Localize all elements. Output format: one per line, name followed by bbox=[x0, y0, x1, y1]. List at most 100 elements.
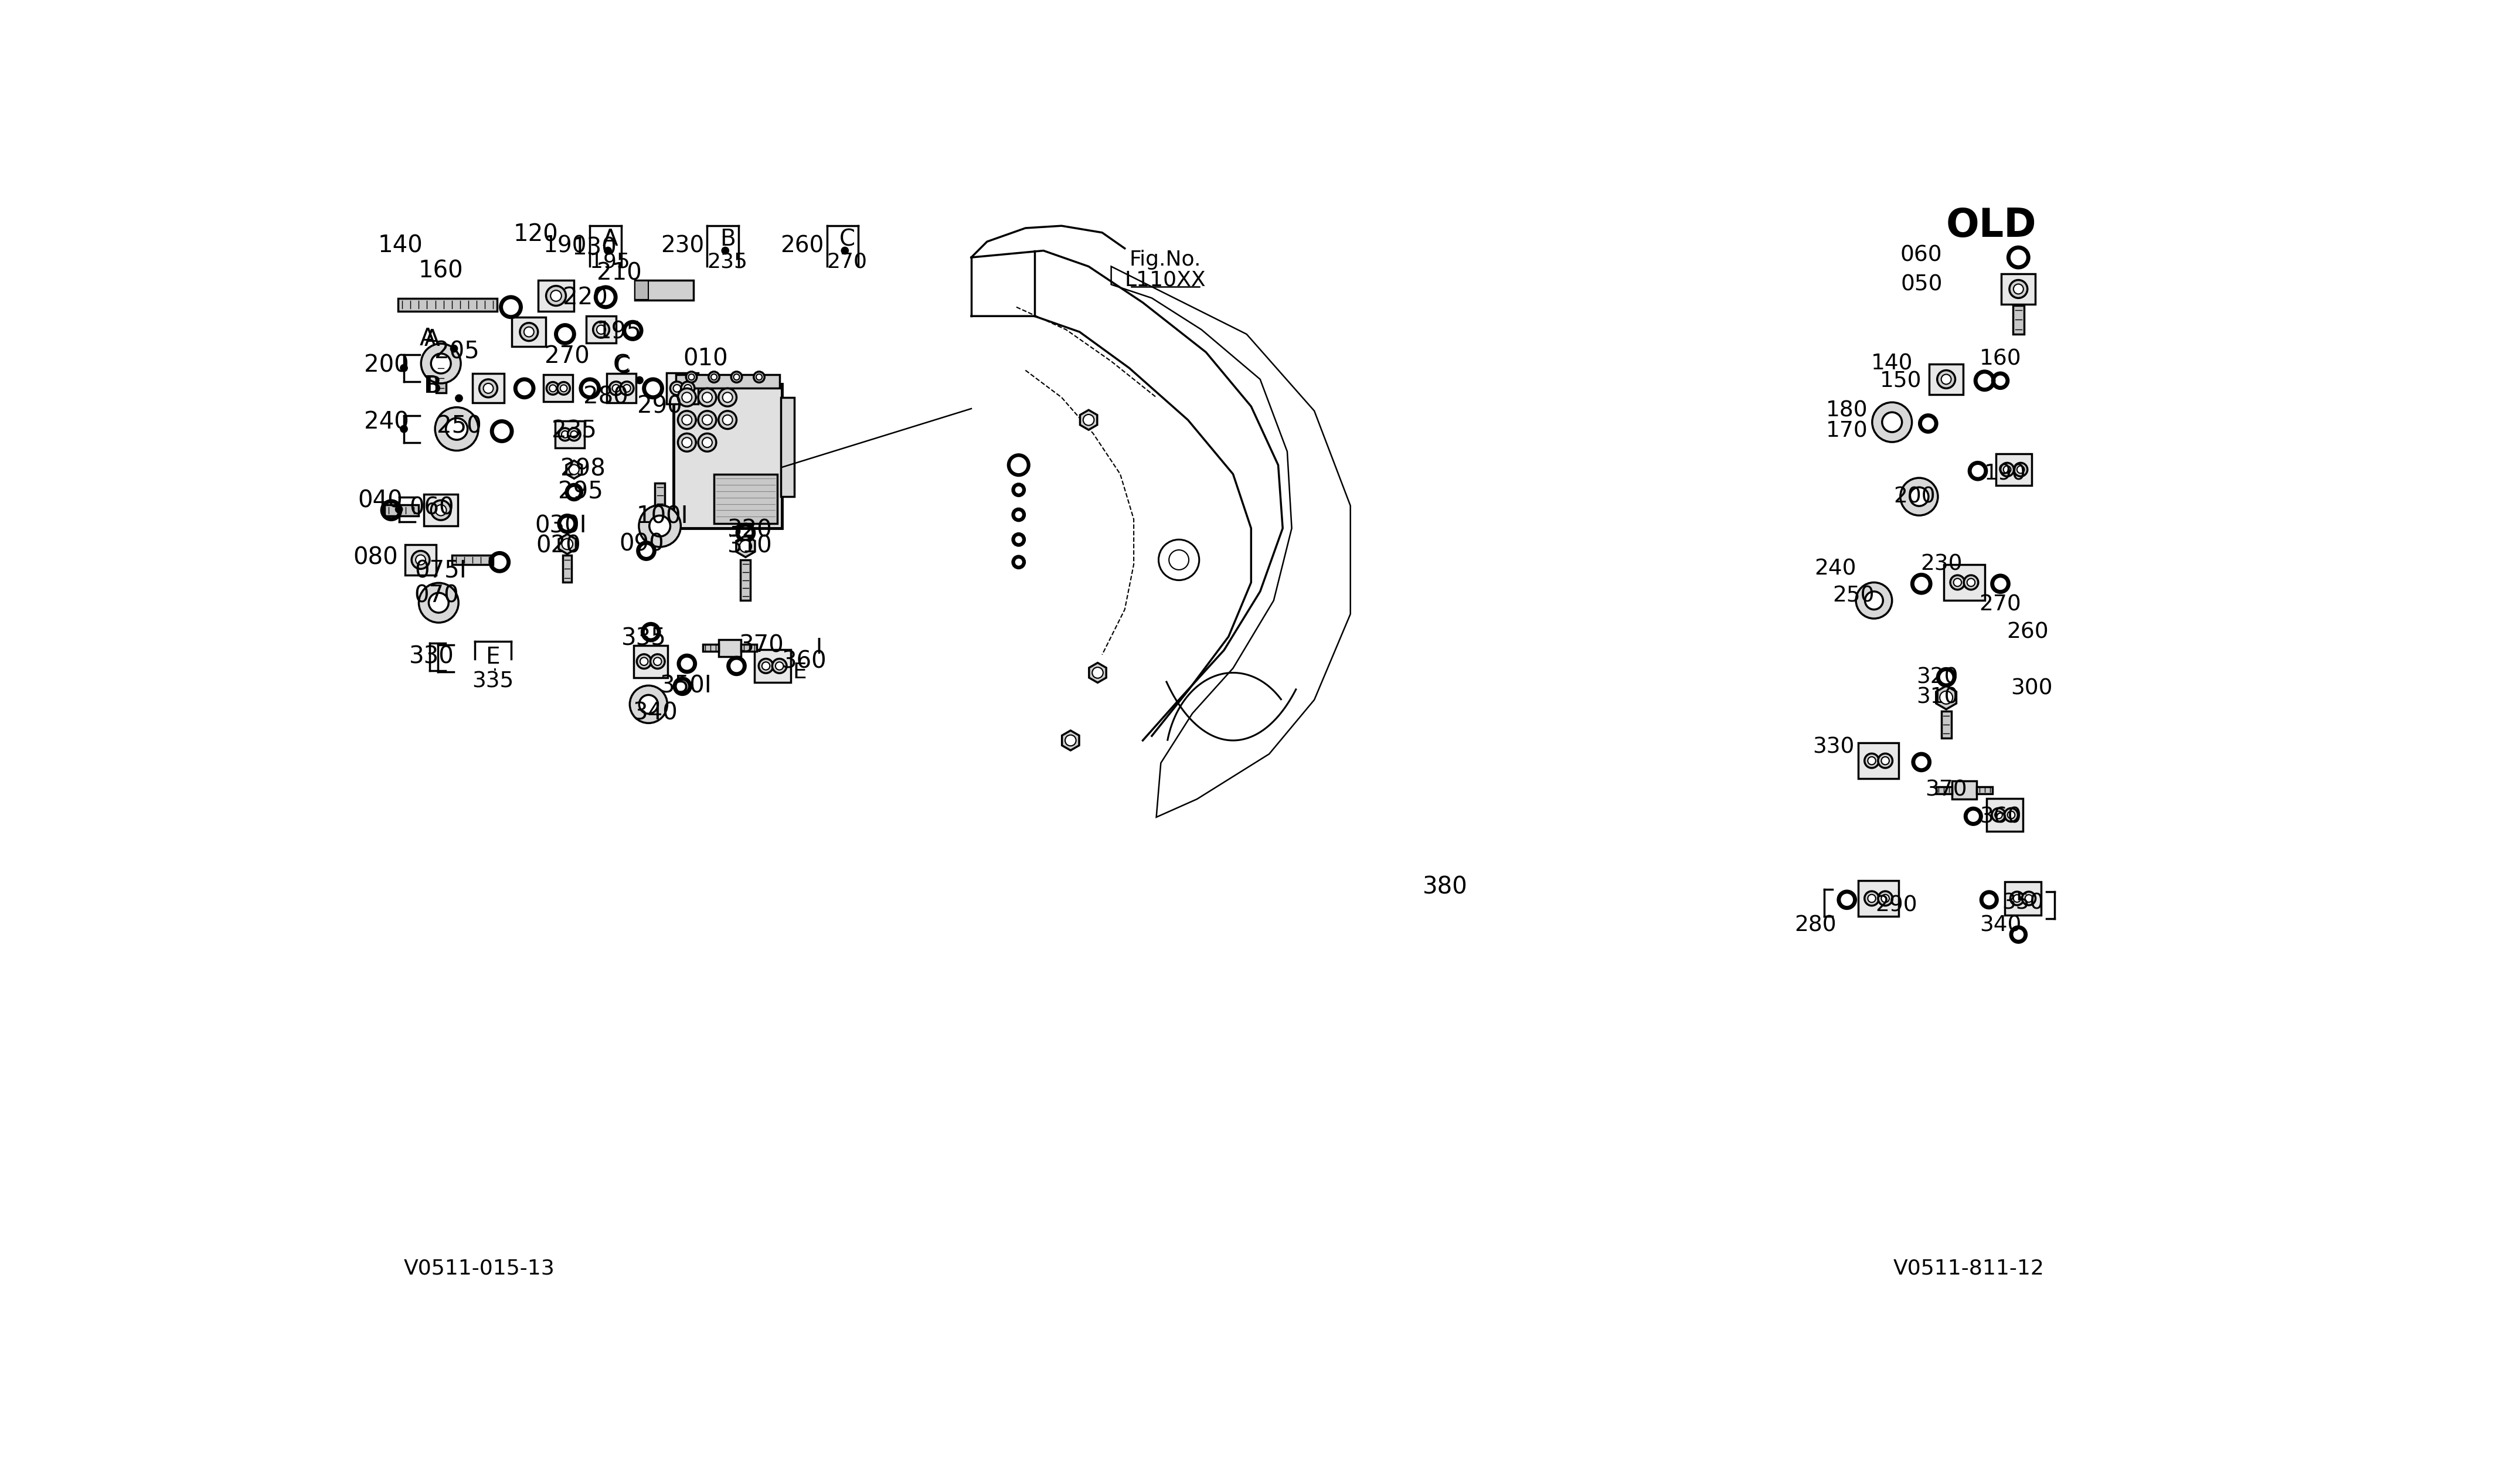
Polygon shape bbox=[1976, 787, 1993, 794]
Text: 190: 190 bbox=[544, 235, 587, 257]
Text: 100I: 100I bbox=[635, 505, 688, 528]
Polygon shape bbox=[741, 644, 756, 652]
Bar bbox=[607, 374, 635, 404]
Text: 180: 180 bbox=[1827, 401, 1867, 421]
Circle shape bbox=[411, 550, 428, 570]
Circle shape bbox=[1882, 757, 1890, 765]
Polygon shape bbox=[398, 298, 496, 311]
Circle shape bbox=[753, 371, 764, 383]
Polygon shape bbox=[655, 483, 665, 508]
Bar bbox=[668, 373, 698, 404]
Bar bbox=[406, 545, 436, 575]
Bar bbox=[635, 280, 693, 301]
Text: B: B bbox=[721, 228, 736, 251]
Circle shape bbox=[1865, 753, 1880, 768]
Circle shape bbox=[416, 555, 426, 565]
Circle shape bbox=[688, 374, 696, 380]
Circle shape bbox=[721, 247, 728, 254]
Text: 270: 270 bbox=[827, 252, 867, 272]
Bar bbox=[544, 374, 572, 402]
Circle shape bbox=[547, 382, 559, 395]
Bar bbox=[635, 646, 668, 678]
Text: L110XX: L110XX bbox=[1124, 270, 1207, 291]
Circle shape bbox=[1877, 891, 1893, 906]
Circle shape bbox=[711, 374, 718, 380]
Circle shape bbox=[524, 327, 534, 336]
Bar bbox=[673, 383, 781, 528]
Circle shape bbox=[610, 382, 622, 395]
Circle shape bbox=[756, 374, 761, 380]
Circle shape bbox=[1991, 809, 2006, 822]
Text: 350I: 350I bbox=[660, 674, 713, 697]
Bar bbox=[718, 640, 741, 656]
Circle shape bbox=[451, 345, 459, 352]
Circle shape bbox=[557, 382, 570, 395]
Circle shape bbox=[1963, 575, 1978, 590]
Circle shape bbox=[2013, 894, 2021, 903]
Circle shape bbox=[703, 392, 713, 402]
Text: A: A bbox=[418, 327, 436, 351]
Circle shape bbox=[1900, 479, 1938, 515]
Circle shape bbox=[622, 385, 630, 392]
Text: 330: 330 bbox=[408, 646, 454, 668]
Circle shape bbox=[567, 429, 580, 440]
Circle shape bbox=[640, 694, 658, 713]
Circle shape bbox=[1872, 402, 1913, 442]
Bar bbox=[2006, 881, 2041, 916]
Polygon shape bbox=[436, 364, 446, 393]
Bar bbox=[2001, 273, 2036, 304]
Circle shape bbox=[1938, 370, 1956, 389]
Text: 060: 060 bbox=[1900, 245, 1943, 266]
Circle shape bbox=[1910, 487, 1928, 506]
Circle shape bbox=[1950, 575, 1966, 590]
Circle shape bbox=[396, 505, 403, 512]
Circle shape bbox=[562, 432, 570, 437]
Circle shape bbox=[562, 539, 572, 549]
Text: 075I: 075I bbox=[416, 559, 466, 583]
Text: 300: 300 bbox=[2011, 678, 2054, 699]
Text: 270: 270 bbox=[544, 345, 590, 368]
Bar bbox=[753, 650, 791, 683]
Text: 200: 200 bbox=[1893, 486, 1935, 508]
Text: 235: 235 bbox=[552, 420, 597, 443]
Circle shape bbox=[597, 326, 605, 335]
Circle shape bbox=[2016, 465, 2024, 473]
Circle shape bbox=[2003, 465, 2011, 473]
Text: 170: 170 bbox=[1827, 421, 1867, 442]
Circle shape bbox=[1877, 753, 1893, 768]
Text: C: C bbox=[615, 355, 630, 377]
Polygon shape bbox=[1940, 711, 1950, 738]
Circle shape bbox=[680, 382, 696, 395]
Circle shape bbox=[741, 540, 751, 552]
Text: 330: 330 bbox=[1812, 737, 1855, 757]
Circle shape bbox=[670, 382, 683, 395]
Circle shape bbox=[2003, 809, 2019, 822]
Text: 160: 160 bbox=[418, 260, 464, 283]
Text: 310: 310 bbox=[1915, 687, 1958, 708]
Circle shape bbox=[479, 379, 496, 398]
Circle shape bbox=[1940, 691, 1953, 705]
Text: 280: 280 bbox=[1794, 915, 1837, 937]
Bar bbox=[1943, 564, 1986, 600]
Polygon shape bbox=[451, 555, 494, 565]
Text: 320: 320 bbox=[1915, 666, 1958, 688]
Text: 205: 205 bbox=[433, 341, 479, 364]
Text: 370: 370 bbox=[738, 634, 784, 658]
Text: C: C bbox=[612, 354, 630, 377]
Circle shape bbox=[421, 344, 461, 383]
Text: 060: 060 bbox=[408, 496, 454, 520]
Text: 350: 350 bbox=[2001, 893, 2044, 913]
Text: 030I: 030I bbox=[534, 514, 587, 537]
Text: 220: 220 bbox=[562, 286, 607, 310]
Polygon shape bbox=[736, 536, 756, 558]
Text: 290: 290 bbox=[1875, 894, 1918, 916]
Circle shape bbox=[456, 395, 464, 402]
Text: 310: 310 bbox=[728, 534, 774, 558]
Text: 340: 340 bbox=[633, 702, 678, 725]
Polygon shape bbox=[559, 534, 577, 553]
Circle shape bbox=[1882, 894, 1890, 903]
Circle shape bbox=[759, 659, 774, 674]
Polygon shape bbox=[1089, 662, 1106, 683]
Text: 240: 240 bbox=[365, 411, 408, 435]
Circle shape bbox=[683, 415, 693, 424]
